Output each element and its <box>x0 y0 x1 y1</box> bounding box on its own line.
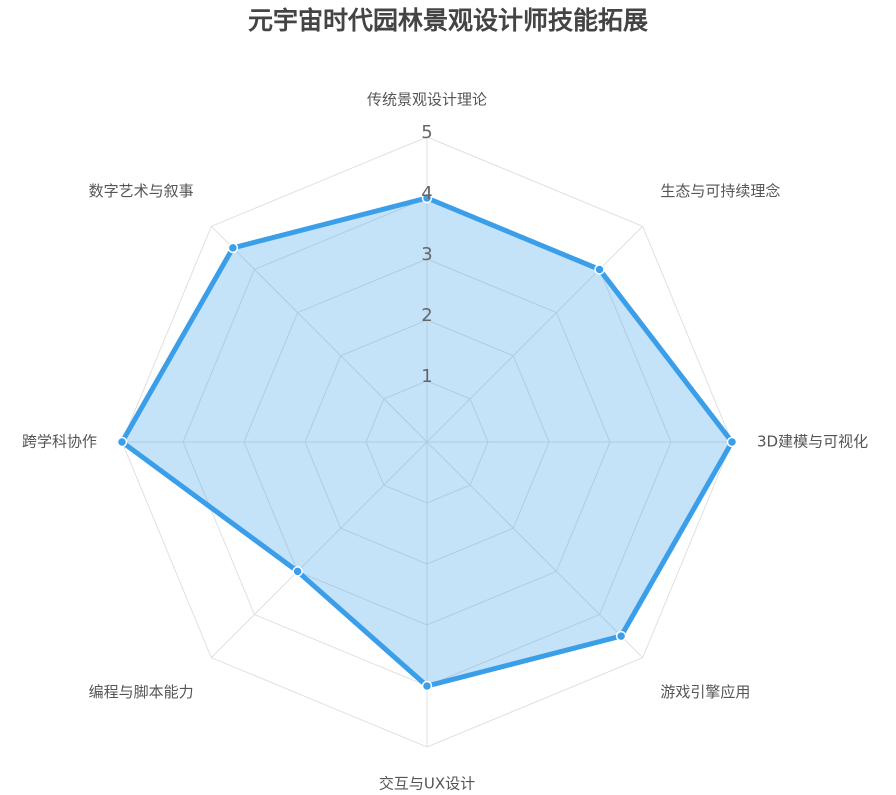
spoke <box>426 225 644 443</box>
spoke <box>210 225 428 443</box>
data-point <box>421 192 433 204</box>
axis-label: 数字艺术与叙事 <box>89 182 194 200</box>
y-tick-label: 4 <box>421 183 432 204</box>
data-point <box>726 436 738 448</box>
data-point <box>292 566 303 577</box>
axis-label: 游戏引擎应用 <box>660 683 750 701</box>
y-tick-label: 3 <box>421 244 432 265</box>
chart-title: 元宇宙时代园林景观设计师技能拓展 <box>248 6 648 35</box>
data-point <box>421 680 433 692</box>
axis-label: 跨学科协作 <box>22 433 97 451</box>
series-area <box>118 195 735 689</box>
data-point <box>615 630 627 642</box>
spoke <box>426 441 644 659</box>
data-point <box>116 436 128 448</box>
spoke <box>210 441 428 659</box>
y-tick-label: 2 <box>421 305 432 326</box>
y-tick-label: 1 <box>421 366 432 387</box>
data-point <box>227 242 239 254</box>
axis-label: 3D建模与可视化 <box>757 433 868 451</box>
axis-label: 生态与可持续理念 <box>660 182 780 200</box>
y-tick-label: 5 <box>421 122 432 143</box>
data-point <box>594 264 605 275</box>
axis-label: 交互与UX设计 <box>379 775 475 793</box>
axis-label: 传统景观设计理论 <box>367 91 487 109</box>
axis-label: 编程与脚本能力 <box>89 683 194 701</box>
